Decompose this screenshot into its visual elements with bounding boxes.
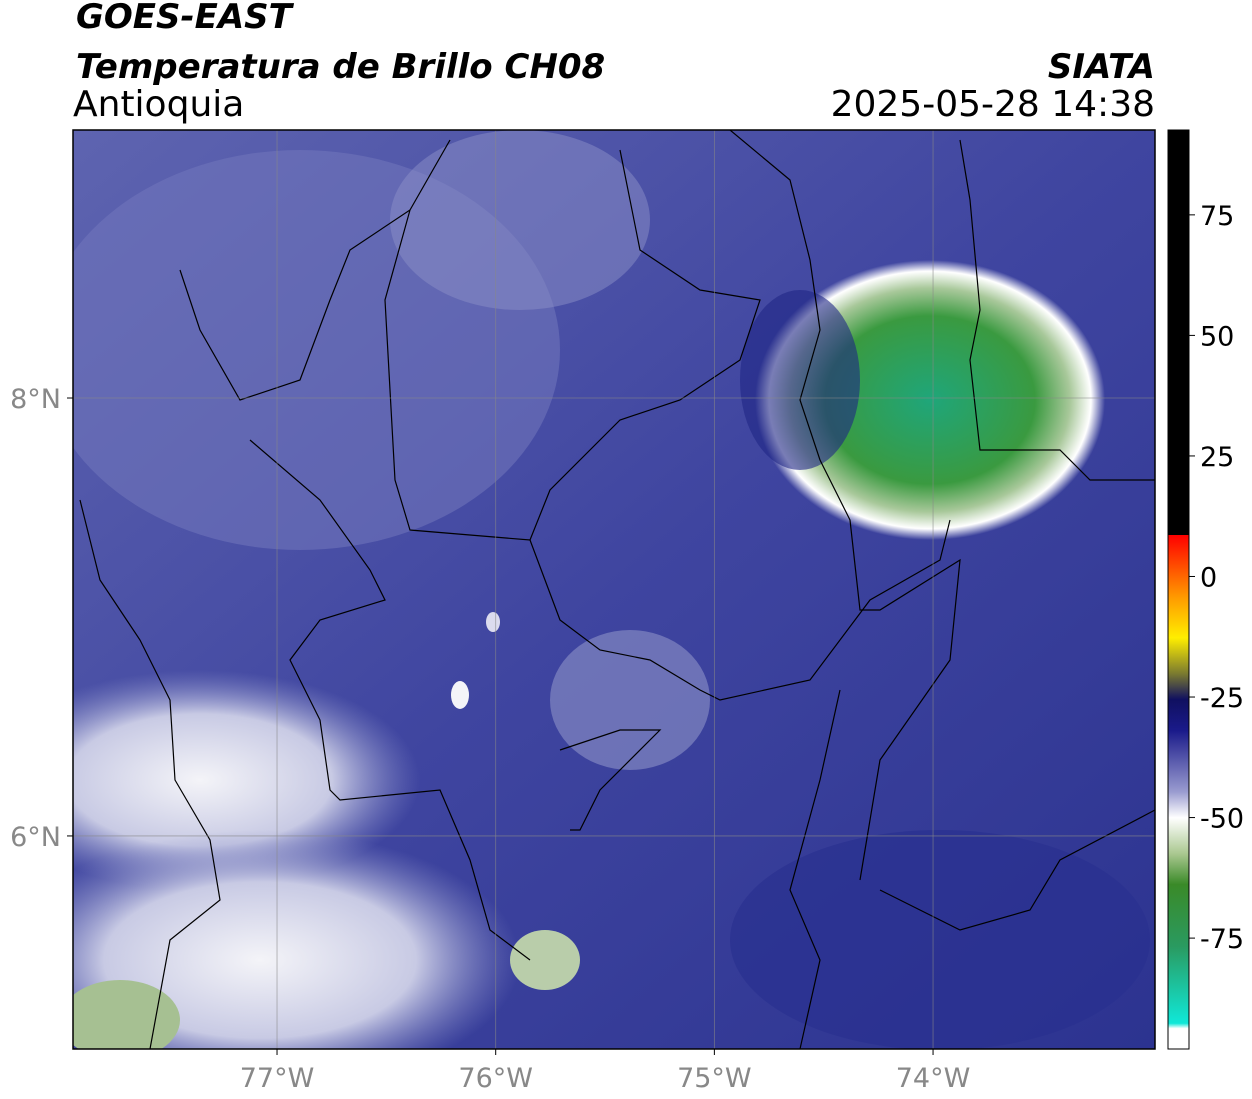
- map-frame: [72, 129, 1156, 1050]
- title: GOES-EAST: [76, 0, 295, 37]
- colorbar-label: 0: [1200, 562, 1217, 593]
- satellite-image: [73, 130, 1155, 1049]
- colorbar-label: -25: [1200, 683, 1244, 714]
- lon-label: 77°W: [240, 1063, 315, 1094]
- lon-label: 75°W: [677, 1063, 752, 1094]
- colorbar-label: 25: [1200, 442, 1234, 473]
- subtitle: Temperatura de Brillo CH08: [76, 47, 605, 87]
- colorbar-label: 75: [1200, 201, 1234, 232]
- colorbar-label: -75: [1200, 924, 1244, 955]
- graticule: 8°N 6°N 77°W 76°W 75°W 74°W: [10, 130, 1155, 1094]
- colorbar-label: -50: [1200, 804, 1244, 835]
- source: SIATA: [1048, 47, 1155, 87]
- region: Antioquia: [73, 84, 244, 125]
- lon-label: 74°W: [896, 1063, 971, 1094]
- colorbar: [1167, 129, 1190, 1050]
- lat-label: 8°N: [10, 384, 61, 415]
- colorbar-ticks: 75 50 25 0 -25 -50 -75: [1189, 201, 1244, 955]
- colorbar-label: 50: [1200, 321, 1234, 352]
- lat-label: 6°N: [10, 822, 61, 853]
- lon-label: 76°W: [458, 1063, 533, 1094]
- timestamp: 2025-05-28 14:38: [831, 84, 1155, 125]
